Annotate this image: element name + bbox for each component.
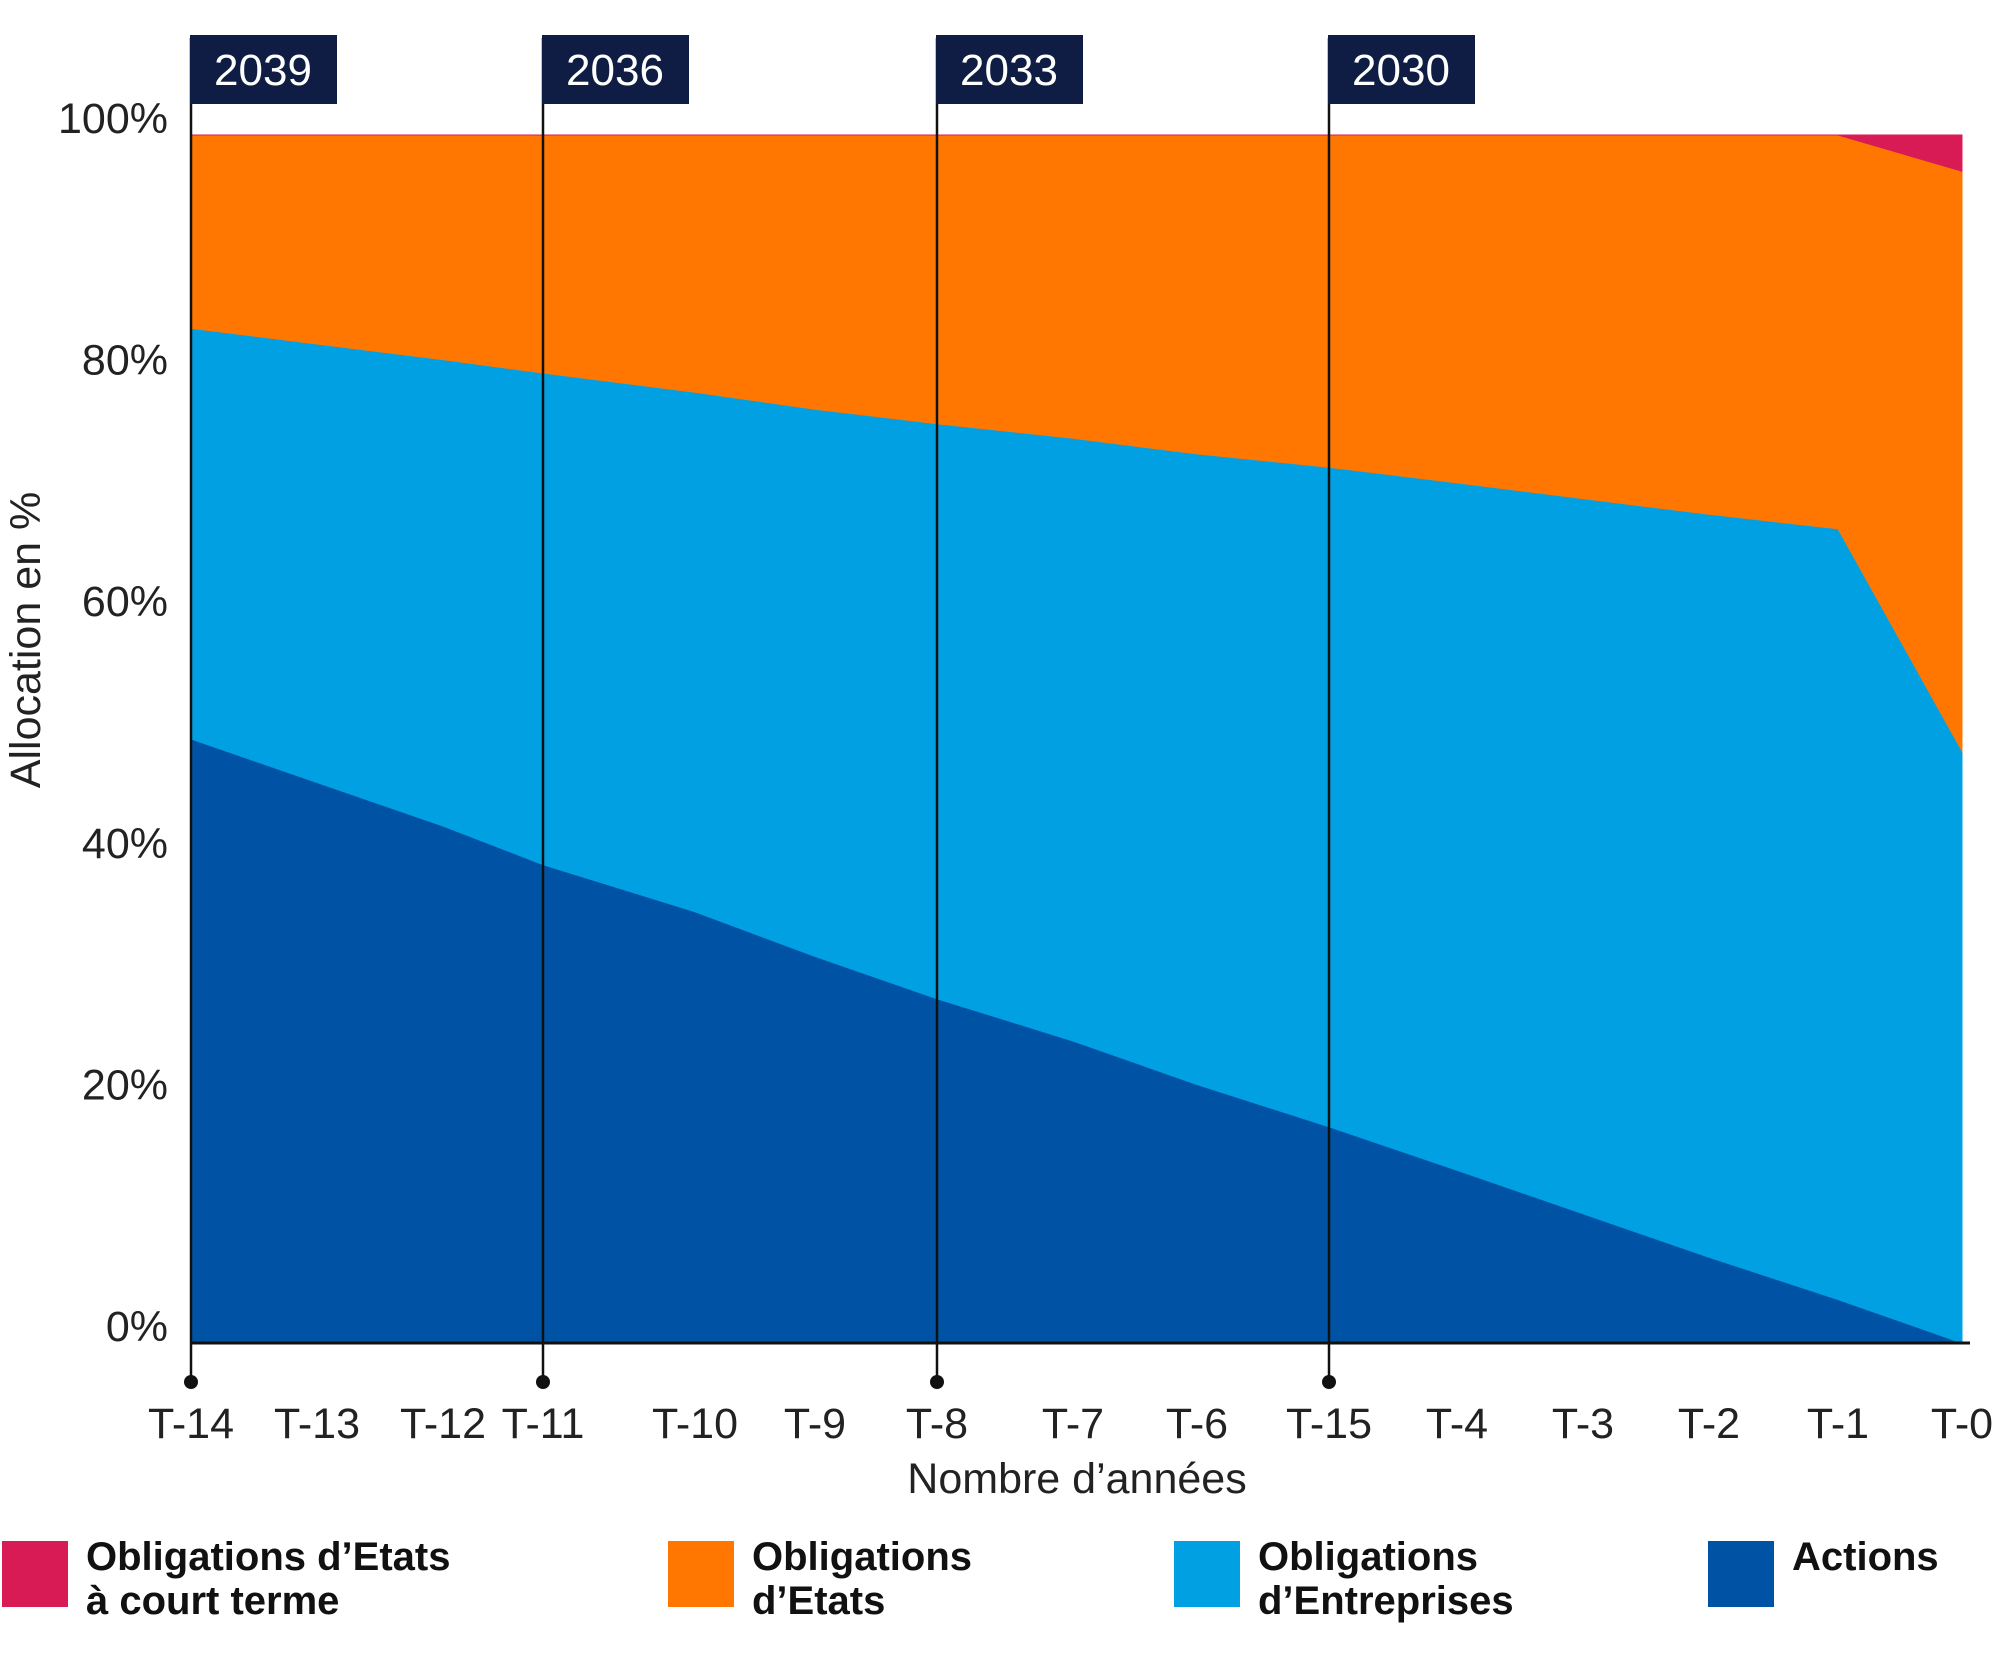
x-tick-label: T-12	[400, 1400, 486, 1448]
marker-year-label: 2039	[214, 46, 312, 95]
year-marker: 2033	[930, 35, 1083, 1389]
y-tick-label: 0%	[106, 1303, 168, 1351]
x-tick-label: T-10	[652, 1400, 738, 1448]
y-axis-ticks: 0% 20% 40% 60% 80% 100%	[58, 95, 168, 1351]
y-axis-title: Allocation en %	[2, 492, 50, 788]
x-tick-label: T-13	[274, 1400, 360, 1448]
legend-label: Obligations d’Entreprises	[1258, 1535, 1514, 1623]
marker-year-label: 2036	[566, 46, 664, 95]
legend-label: Obligations d’Etats à court terme	[86, 1535, 451, 1623]
y-tick-label: 40%	[82, 820, 168, 868]
marker-year-label: 2030	[1352, 46, 1450, 95]
marker-dot	[536, 1375, 550, 1389]
marker-flag	[936, 35, 1083, 104]
x-axis-ticks: T-14 T-13 T-12 T-11 T-10 T-9 T-8 T-7 T-6 T-15 T-4 T…	[148, 1400, 1993, 1448]
y-tick-label: 80%	[82, 337, 168, 385]
legend-label: Obligations d’Etats	[752, 1535, 972, 1623]
marker-flag	[542, 35, 689, 104]
marker-dot	[184, 1375, 198, 1389]
x-tick-label: T-2	[1678, 1400, 1740, 1448]
x-tick-label: T-11	[502, 1400, 585, 1448]
legend-item-govt-bonds: Obligations d’Etats	[668, 1535, 972, 1623]
marker-flag	[1328, 35, 1475, 104]
year-markers: 2039 2036 2033 2030	[184, 35, 1475, 1389]
x-tick-label: T-6	[1166, 1400, 1228, 1448]
legend-item-short-term-govt-bonds: Obligations d’Etats à court terme	[2, 1535, 450, 1623]
x-tick-label: T-7	[1042, 1400, 1104, 1448]
x-tick-label: T-14	[148, 1400, 234, 1448]
x-tick-label: T-3	[1552, 1400, 1614, 1448]
area-obligations-d-etats-court-terme	[191, 134, 1963, 172]
y-tick-label: 100%	[58, 95, 168, 143]
x-tick-label: T-0	[1931, 1400, 1993, 1448]
x-tick-label: T-9	[784, 1400, 846, 1448]
y-tick-label: 20%	[82, 1061, 168, 1109]
year-marker: 2039	[184, 35, 337, 1389]
legend-swatch	[668, 1541, 734, 1607]
x-tick-label: T-8	[906, 1400, 968, 1448]
x-axis-title: Nombre d’années	[907, 1455, 1246, 1503]
marker-year-label: 2033	[960, 46, 1058, 95]
x-tick-label: T-1	[1807, 1400, 1869, 1448]
area-layers	[190, 134, 1963, 1344]
legend-swatch	[1174, 1541, 1240, 1607]
x-tick-label: T-4	[1426, 1400, 1488, 1448]
marker-dot	[1322, 1375, 1336, 1389]
legend-item-equities: Actions	[1708, 1535, 1939, 1607]
legend-item-corporate-bonds: Obligations d’Entreprises	[1174, 1535, 1514, 1623]
marker-dot	[930, 1375, 944, 1389]
year-marker: 2036	[536, 35, 689, 1389]
year-marker: 2030	[1322, 35, 1475, 1389]
legend-label: Actions	[1792, 1535, 1939, 1579]
legend-swatch	[2, 1541, 68, 1607]
marker-flag	[190, 35, 337, 104]
legend-swatch	[1708, 1541, 1774, 1607]
x-tick-label: T-15	[1286, 1400, 1372, 1448]
y-tick-label: 60%	[82, 578, 168, 626]
